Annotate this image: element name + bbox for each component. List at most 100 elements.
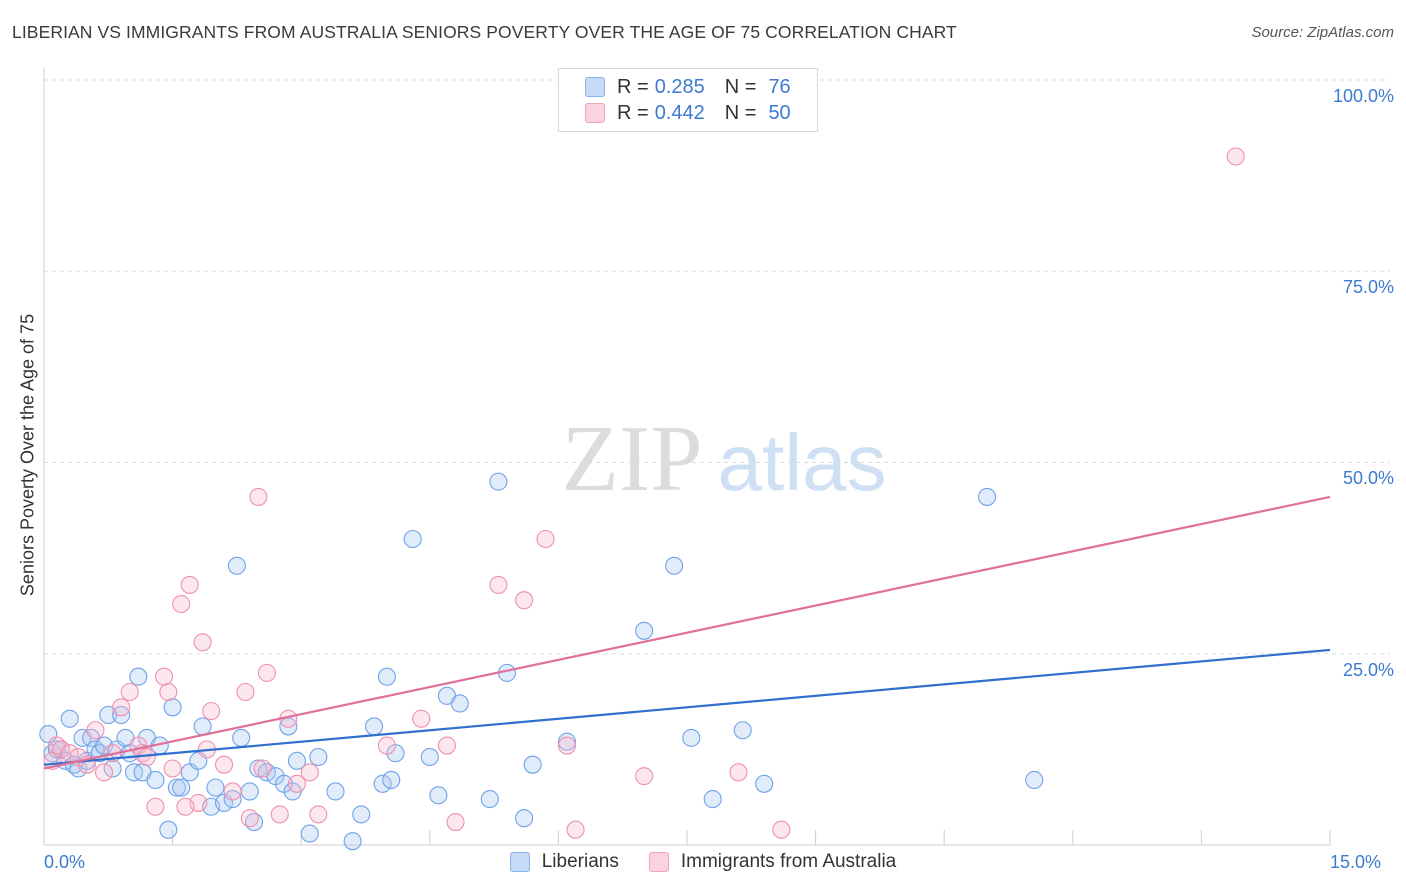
liberians-point bbox=[352, 805, 371, 824]
pink-swatch-icon bbox=[585, 103, 605, 123]
australia-point bbox=[236, 682, 255, 702]
liberians-point bbox=[206, 778, 225, 797]
r-value: 0.442 bbox=[654, 101, 705, 124]
liberians-point bbox=[480, 790, 499, 809]
australia-point bbox=[159, 682, 178, 702]
australia-point bbox=[172, 594, 191, 614]
liberians-point bbox=[733, 721, 752, 740]
y-axis-label: Seniors Poverty Over the Age of 75 bbox=[17, 313, 38, 597]
australia-point bbox=[1226, 147, 1245, 166]
liberians-point bbox=[193, 717, 212, 736]
blue-swatch-icon bbox=[509, 852, 530, 872]
chart-title: LIBERIAN VS IMMIGRANTS FROM AUSTRALIA SE… bbox=[12, 22, 957, 42]
liberians-point bbox=[240, 782, 259, 801]
liberians-point bbox=[163, 698, 182, 717]
r-label: R = bbox=[617, 75, 649, 98]
australia-point bbox=[146, 797, 165, 816]
australia-point bbox=[154, 667, 174, 686]
liberians-point bbox=[523, 755, 542, 774]
australia-point bbox=[635, 767, 654, 786]
liberians-point bbox=[373, 774, 392, 793]
australia-point bbox=[772, 820, 791, 839]
stats-row-australia: R = 0.442 N = 50 bbox=[585, 101, 791, 125]
australia-point bbox=[287, 774, 306, 793]
australia-point bbox=[202, 702, 221, 721]
n-value: 76 bbox=[768, 75, 791, 98]
australia-point bbox=[270, 805, 289, 824]
y-tick-label: 100.0% bbox=[1332, 86, 1394, 106]
liberians-point bbox=[703, 790, 722, 809]
liberians-point bbox=[249, 759, 268, 778]
liberians-point bbox=[365, 717, 384, 736]
n-label: N = bbox=[724, 101, 757, 124]
watermark-atlas: atlas bbox=[718, 418, 887, 507]
australia-point bbox=[557, 736, 577, 755]
legend-label: Liberians bbox=[541, 851, 619, 872]
n-value: 50 bbox=[768, 101, 791, 124]
liberians-point bbox=[343, 832, 362, 851]
liberians-point bbox=[172, 778, 191, 797]
liberians-point bbox=[223, 790, 242, 809]
liberians-point bbox=[103, 759, 122, 778]
liberians-point bbox=[557, 732, 577, 751]
liberians-point bbox=[287, 751, 306, 770]
blue-swatch-icon bbox=[585, 77, 605, 97]
source-note: Source: ZipAtlas.com bbox=[1251, 24, 1394, 41]
watermark-zip: ZIP bbox=[562, 407, 703, 511]
australia-point bbox=[729, 763, 748, 782]
australia-point bbox=[253, 759, 272, 778]
australia-point bbox=[176, 797, 195, 816]
australia-point bbox=[180, 575, 199, 594]
australia-point bbox=[536, 529, 555, 549]
liberians-point bbox=[665, 556, 684, 575]
liberians-point bbox=[309, 747, 328, 767]
x-tick-label: 15.0% bbox=[1330, 852, 1382, 872]
australia-point bbox=[446, 812, 465, 832]
australia-point bbox=[52, 740, 71, 759]
x-tick-label: 0.0% bbox=[44, 852, 86, 872]
australia-point bbox=[193, 633, 212, 652]
australia-point bbox=[300, 763, 319, 782]
australia-point bbox=[309, 805, 328, 824]
r-label: R = bbox=[617, 101, 649, 124]
liberians-point bbox=[146, 770, 165, 790]
australia-point bbox=[223, 782, 242, 801]
y-tick-label: 50.0% bbox=[1342, 468, 1394, 488]
stats-legend: R = 0.285 N = 76 R = 0.442 N = 50 bbox=[558, 68, 818, 132]
liberians-point bbox=[403, 529, 422, 549]
australia-point bbox=[257, 663, 276, 682]
liberians-point bbox=[515, 809, 534, 828]
liberians-point bbox=[227, 556, 246, 575]
y-tick-label: 25.0% bbox=[1342, 660, 1394, 680]
australia-point bbox=[214, 755, 234, 774]
r-value: 0.285 bbox=[654, 75, 705, 98]
liberians-point bbox=[326, 782, 345, 801]
australia-point bbox=[489, 575, 508, 594]
australia-point bbox=[515, 591, 534, 610]
australia-point bbox=[163, 759, 182, 778]
series-legend: Liberians Immigrants from Australia bbox=[0, 851, 1406, 873]
liberians-point bbox=[167, 778, 186, 797]
liberians-point bbox=[755, 774, 774, 793]
liberians-point bbox=[1025, 770, 1044, 790]
australia-point bbox=[437, 736, 456, 755]
liberians-point bbox=[232, 728, 251, 747]
australia-point bbox=[566, 820, 585, 839]
legend-item-liberians: Liberians bbox=[509, 851, 619, 873]
australia-point bbox=[412, 709, 431, 728]
australia-point bbox=[249, 487, 268, 506]
liberians-point bbox=[682, 728, 701, 747]
y-tick-label: 75.0% bbox=[1342, 277, 1394, 297]
liberians-point bbox=[300, 824, 319, 843]
australia-point bbox=[86, 721, 105, 740]
liberians-point bbox=[450, 694, 469, 713]
liberians-point bbox=[129, 667, 148, 686]
liberians-trend-line bbox=[43, 648, 1331, 766]
grid-lines bbox=[44, 79, 1390, 655]
legend-item-australia: Immigrants from Australia bbox=[648, 851, 896, 873]
australia-point bbox=[377, 736, 396, 755]
liberians-point bbox=[635, 621, 654, 640]
liberians-point bbox=[377, 667, 396, 686]
liberians-point bbox=[429, 786, 448, 805]
